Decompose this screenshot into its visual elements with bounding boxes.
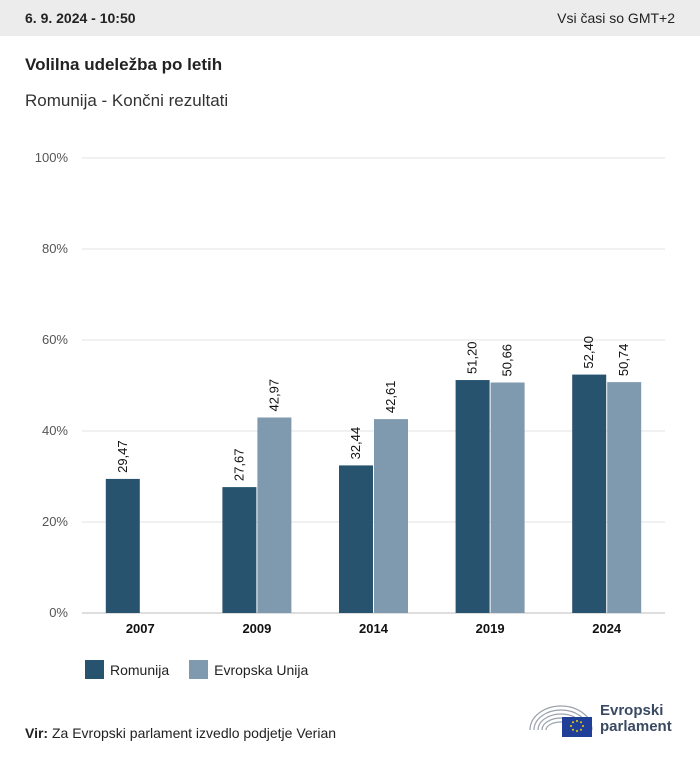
timezone-note: Vsi časi so GMT+2	[557, 10, 675, 26]
source-note: Vir: Za Evropski parlament izvedlo podje…	[25, 725, 336, 741]
top-bar: 6. 9. 2024 - 10:50 Vsi časi so GMT+2	[0, 0, 700, 36]
bar-romunija-2014[interactable]	[339, 465, 373, 613]
bar-romunija-2024[interactable]	[572, 374, 607, 613]
bar-eu-2014[interactable]	[374, 419, 408, 613]
legend-swatch-eu	[189, 660, 209, 679]
data-label: 32,44	[348, 427, 363, 460]
data-label: 52,40	[581, 336, 596, 369]
y-tick-label: 100%	[35, 150, 69, 165]
logo-line-1: Evropski	[600, 702, 664, 719]
legend-label-romunija: Romunija	[110, 661, 170, 678]
logo-line-2: parlament	[600, 718, 672, 735]
data-label: 29,47	[115, 440, 130, 473]
data-label: 50,66	[500, 344, 515, 377]
ep-logo: Evropski parlament	[528, 700, 672, 738]
bar-romunija-2007[interactable]	[105, 478, 140, 613]
bar-eu-2024[interactable]	[607, 382, 642, 613]
data-label: 42,97	[266, 379, 281, 412]
turnout-bar-chart: 0% 20% 40% 60% 80% 100% 2007 29,47 2009 27,67 42,9…	[35, 150, 665, 636]
data-label: 42,61	[383, 381, 398, 414]
ep-hemicycle-icon	[529, 705, 593, 737]
data-label: 51,20	[465, 341, 480, 374]
source-text: Za Evropski parlament izvedlo podjetje V…	[51, 725, 337, 741]
legend-label-eu: Evropska Unija	[214, 661, 309, 678]
legend: Romunija Evropska Unija	[85, 660, 328, 679]
chart-title: Volilna udeležba po letih	[25, 55, 223, 74]
x-tick-label: 2019	[476, 621, 505, 636]
data-label: 50,74	[616, 344, 631, 377]
chart-subtitle: Romunija - Končni rezultati	[25, 91, 229, 110]
x-tick-label: 2014	[359, 621, 389, 636]
y-tick-label: 0%	[49, 605, 68, 620]
x-tick-label: 2024	[592, 621, 622, 636]
y-tick-label: 20%	[42, 514, 68, 529]
timestamp: 6. 9. 2024 - 10:50	[25, 10, 136, 26]
legend-item-romunija[interactable]: Romunija	[85, 660, 169, 679]
legend-swatch-romunija	[85, 660, 104, 679]
y-tick-label: 60%	[42, 332, 68, 347]
x-tick-label: 2007	[126, 621, 155, 636]
bar-eu-2009[interactable]	[257, 417, 292, 613]
bar-eu-2019[interactable]	[490, 382, 525, 613]
bar-romunija-2019[interactable]	[455, 380, 490, 613]
x-tick-label: 2009	[242, 621, 271, 636]
y-tick-label: 40%	[42, 423, 68, 438]
bar-romunija-2009[interactable]	[222, 487, 257, 613]
source-label: Vir:	[25, 725, 49, 741]
legend-item-eu[interactable]: Evropska Unija	[189, 660, 308, 679]
y-tick-label: 80%	[42, 241, 68, 256]
data-label: 27,67	[231, 449, 246, 482]
